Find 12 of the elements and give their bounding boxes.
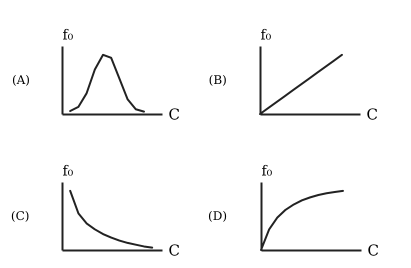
x-axis-title: C bbox=[366, 106, 378, 124]
text: (C) bbox=[10, 209, 30, 223]
text: (D) bbox=[208, 209, 228, 223]
y-axis-title: f₀ bbox=[62, 164, 74, 180]
x-axis-title: C bbox=[168, 106, 180, 124]
y-axis-title: f₀ bbox=[62, 28, 74, 44]
x-axis-title: C bbox=[168, 242, 180, 260]
y-axis-title: f₀ bbox=[260, 28, 272, 44]
y-axis-title: f₀ bbox=[262, 164, 273, 180]
text: (B) bbox=[208, 73, 227, 87]
x-axis-title: C bbox=[368, 242, 379, 260]
text: (A) bbox=[12, 73, 30, 87]
